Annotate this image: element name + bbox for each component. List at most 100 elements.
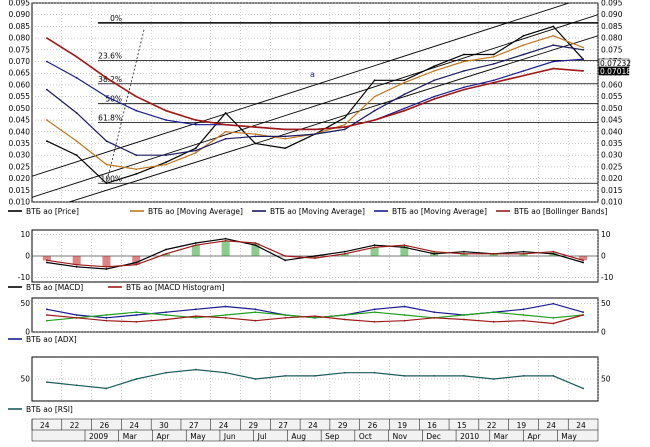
x-month-label: Oct bbox=[359, 432, 372, 441]
data-point-price-0 bbox=[105, 182, 108, 185]
data-point-price-4 bbox=[165, 109, 167, 112]
legend-label: ВТБ ао [RSI] bbox=[26, 405, 73, 414]
data-point-price-1 bbox=[343, 123, 346, 126]
data-point-adx-1 bbox=[403, 314, 406, 316]
x-day-label: 15 bbox=[457, 421, 467, 430]
y-tick-label-right: 0.090 bbox=[601, 10, 623, 19]
x-month-label: May bbox=[561, 432, 577, 441]
data-point-macd-0 bbox=[463, 250, 465, 253]
y-tick-label-left: -10 bbox=[18, 273, 30, 282]
data-point-price-2 bbox=[582, 48, 585, 51]
data-point-adx-2 bbox=[165, 318, 167, 321]
data-point-macd-0 bbox=[433, 252, 436, 255]
data-point-macd-0 bbox=[254, 244, 257, 247]
data-point-macd-1 bbox=[552, 250, 555, 253]
data-point-price-4 bbox=[75, 55, 78, 58]
y-tick-label-left: 0.075 bbox=[9, 45, 31, 54]
data-point-adx-2 bbox=[373, 320, 376, 323]
data-point-adx-2 bbox=[403, 319, 406, 322]
y-tick-label-right: 0.030 bbox=[601, 151, 623, 160]
legend-label: ВТБ ао [Moving Average] bbox=[148, 207, 243, 216]
x-axis-labels: 24 22 26 24 30 27 24 29 27 24 29 26 19 16 15 22 19 24 24 20… bbox=[31, 419, 586, 441]
data-point-price-4 bbox=[433, 98, 436, 100]
y-tick-label-left: 0.050 bbox=[9, 104, 31, 113]
data-point-macd-0 bbox=[194, 242, 197, 244]
data-point-price-4 bbox=[224, 123, 227, 126]
data-point-macd-1 bbox=[522, 252, 525, 255]
data-point-price-1 bbox=[582, 46, 585, 49]
x-month-label: Dec bbox=[426, 432, 441, 441]
data-point-price-2 bbox=[135, 154, 138, 157]
y-tick-label-right: 50 bbox=[601, 375, 611, 384]
data-point-rsi-0 bbox=[224, 371, 227, 374]
data-point-price-4 bbox=[45, 37, 48, 40]
y-tick-label-left: 0 bbox=[25, 252, 30, 261]
y-tick-label-right: 0.085 bbox=[601, 22, 623, 31]
macd-histogram-bar bbox=[251, 243, 260, 256]
data-point-rsi-0 bbox=[135, 378, 138, 380]
data-point-macd-0 bbox=[314, 255, 316, 257]
data-point-rsi-0 bbox=[522, 374, 525, 377]
data-point-price-0 bbox=[463, 53, 465, 56]
x-day-label: 22 bbox=[70, 421, 80, 430]
x-month-label: Sep bbox=[325, 432, 339, 441]
data-point-adx-0 bbox=[165, 311, 167, 314]
data-point-price-3 bbox=[403, 107, 406, 110]
data-point-macd-1 bbox=[373, 246, 376, 249]
y-tick-label-right: 0.060 bbox=[601, 80, 623, 89]
data-point-price-1 bbox=[254, 133, 257, 136]
data-point-price-4 bbox=[314, 128, 316, 131]
data-point-price-2 bbox=[403, 93, 406, 96]
data-point-macd-0 bbox=[165, 248, 167, 251]
data-point-adx-0 bbox=[522, 308, 525, 311]
price-panel bbox=[31, 2, 599, 203]
data-point-price-3 bbox=[165, 119, 167, 121]
trend-channel bbox=[32, 3, 598, 202]
channel-line bbox=[32, 3, 571, 177]
x-day-label: 22 bbox=[487, 421, 497, 430]
data-point-price-0 bbox=[373, 79, 376, 82]
data-point-price-4 bbox=[135, 95, 138, 98]
data-point-adx-1 bbox=[105, 314, 108, 316]
data-point-price-0 bbox=[75, 154, 78, 157]
data-point-macd-1 bbox=[105, 265, 108, 268]
fib-level-label: 50% bbox=[105, 95, 122, 104]
data-point-price-2 bbox=[105, 140, 108, 143]
data-point-price-4 bbox=[582, 69, 585, 72]
data-point-macd-0 bbox=[403, 246, 406, 249]
channel-line bbox=[32, 14, 598, 198]
data-point-price-0 bbox=[165, 161, 167, 164]
data-point-adx-2 bbox=[224, 316, 227, 319]
x-day-label: 27 bbox=[278, 421, 288, 430]
data-point-price-0 bbox=[492, 53, 495, 56]
data-point-price-3 bbox=[522, 69, 525, 72]
data-point-adx-2 bbox=[105, 319, 108, 322]
fib-level-label: 23.6% bbox=[98, 51, 122, 60]
data-point-macd-1 bbox=[433, 250, 436, 253]
y-tick-label-left: 0.080 bbox=[9, 34, 31, 43]
x-day-label: 24 bbox=[129, 421, 139, 430]
data-point-macd-0 bbox=[105, 268, 108, 270]
projection-line bbox=[106, 28, 145, 184]
data-point-adx-2 bbox=[582, 314, 585, 316]
data-point-macd-1 bbox=[45, 259, 48, 262]
x-day-label: 16 bbox=[427, 421, 437, 430]
y-tick-label-right: 0.010 bbox=[601, 198, 623, 207]
data-point-price-0 bbox=[403, 79, 406, 82]
data-point-price-1 bbox=[105, 163, 108, 166]
data-point-adx-2 bbox=[284, 316, 287, 319]
y-tick-label-left: 0.070 bbox=[9, 57, 31, 66]
data-point-adx-2 bbox=[135, 320, 138, 323]
data-point-adx-0 bbox=[552, 302, 555, 305]
y-tick-label-left: 0.085 bbox=[9, 22, 31, 31]
data-point-price-0 bbox=[552, 25, 555, 28]
data-point-price-4 bbox=[284, 128, 287, 131]
series-lines bbox=[42, 25, 588, 390]
data-point-price-3 bbox=[582, 58, 585, 61]
x-month-label: 2009 bbox=[89, 432, 108, 441]
x-month-label: 2010 bbox=[460, 432, 479, 441]
y-tick-label-left: 0.055 bbox=[9, 92, 31, 101]
macd-histogram-bar bbox=[519, 253, 528, 256]
data-point-price-1 bbox=[492, 55, 495, 58]
